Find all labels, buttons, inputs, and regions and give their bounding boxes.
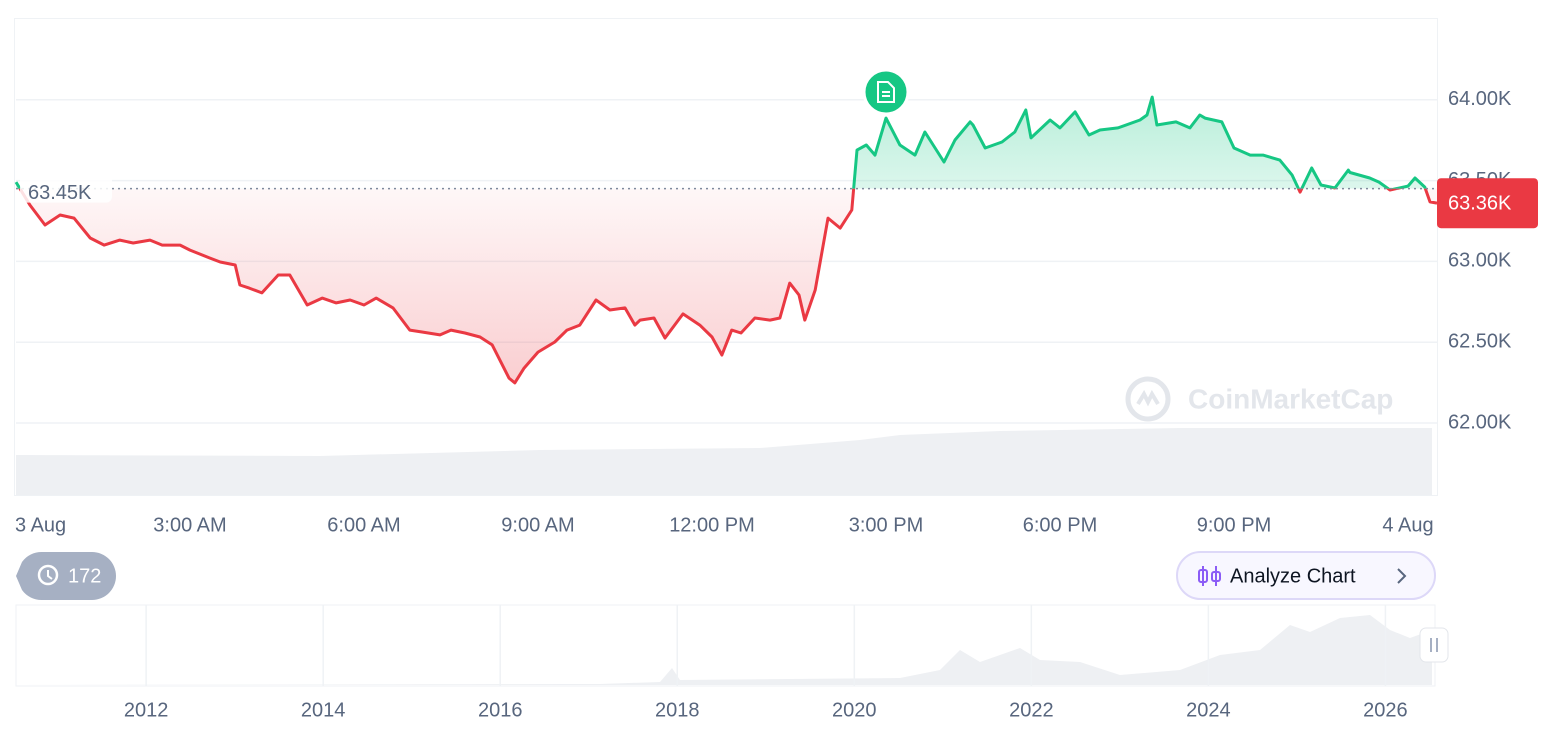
y-tick-label: 62.00K	[1448, 411, 1512, 433]
navigator-tick-label: 2020	[832, 699, 877, 721]
x-tick-label: 12:00 PM	[669, 514, 755, 536]
navigator-tick-label: 2014	[301, 699, 346, 721]
area-below	[16, 188, 1437, 383]
navigator-tick-label: 2012	[124, 699, 169, 721]
history-count: 172	[68, 565, 101, 587]
y-tick-label: 64.00K	[1448, 88, 1512, 110]
watermark: CoinMarketCap	[1125, 376, 1393, 422]
navigator-handle[interactable]	[1419, 627, 1449, 663]
x-tick-label: 3:00 PM	[849, 514, 923, 536]
navigator-tick-label: 2022	[1009, 699, 1054, 721]
watermark-text: CoinMarketCap	[1188, 383, 1393, 414]
navigator-tick-label: 2018	[655, 699, 700, 721]
x-tick-label: 9:00 AM	[501, 514, 574, 536]
x-tick-label: 9:00 PM	[1197, 514, 1271, 536]
x-tick-label: 4 Aug	[1382, 514, 1433, 536]
x-tick-label: 6:00 AM	[327, 514, 400, 536]
y-tick-label: 62.50K	[1448, 330, 1512, 352]
last-price-tag	[1437, 178, 1538, 229]
baseline-label: 63.45K	[28, 182, 92, 204]
baseline-label-bg	[20, 172, 112, 203]
history-badge[interactable]: 172	[16, 551, 116, 601]
x-tick-label: 3 Aug	[15, 514, 66, 536]
analyze-chart-label: Analyze Chart	[1230, 565, 1356, 587]
plot-frame	[14, 18, 1438, 496]
navigator-tick-label: 2026	[1363, 699, 1408, 721]
y-tick-label: 63.00K	[1448, 250, 1512, 272]
navigator-area	[16, 615, 1432, 685]
area-above	[16, 97, 1426, 189]
x-tick-label: 3:00 AM	[153, 514, 226, 536]
line-above	[14, 95, 1427, 189]
navigator-tick-label: 2016	[478, 699, 523, 721]
note-marker[interactable]	[862, 68, 910, 116]
navigator-tick-label: 2024	[1186, 699, 1231, 721]
last-price-label: 63.36K	[1448, 193, 1512, 215]
x-tick-label: 6:00 PM	[1023, 514, 1097, 536]
line-below	[18, 188, 1438, 385]
analyze-chart-button[interactable]: Analyze Chart	[1176, 551, 1436, 600]
volume-area	[16, 428, 1432, 495]
